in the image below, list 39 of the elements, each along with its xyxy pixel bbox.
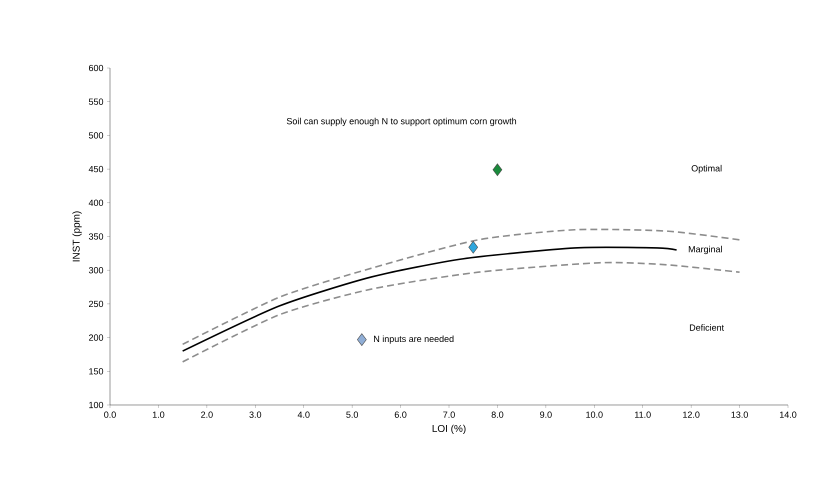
x-tick-label: 3.0 xyxy=(249,412,262,418)
x-tick-label: 11.0 xyxy=(635,412,651,418)
x-tick-label: 14.0 xyxy=(780,412,796,418)
x-tick-label: 5.0 xyxy=(346,412,358,418)
point xyxy=(492,163,502,176)
annotation: Soil can supply enough N to support optimum corn growth xyxy=(286,118,516,126)
x-tick-label: 8.0 xyxy=(492,412,504,418)
x-axis-title: LOI (%) xyxy=(432,424,466,434)
x-tick-label: 0.0 xyxy=(104,412,116,418)
line-series xyxy=(182,246,678,352)
y-axis-title: INST (ppm) xyxy=(72,211,82,262)
y-tick-label: 200 xyxy=(88,334,104,341)
annotation: N inputs are needed xyxy=(374,335,454,344)
x-tick-label: 1.0 xyxy=(152,412,164,418)
y-tick-label: 450 xyxy=(88,166,104,172)
x-tick-label: 13.0 xyxy=(732,412,748,418)
annotation: Optimal xyxy=(692,164,722,174)
annotation: Marginal xyxy=(688,246,722,254)
line-series xyxy=(182,262,740,363)
y-tick-label: 100 xyxy=(89,402,104,408)
x-tick-label: 6.0 xyxy=(394,412,406,418)
x-tick-label: 9.0 xyxy=(540,412,552,418)
y-tick-label: 300 xyxy=(88,267,104,274)
x-tick-label: 4.0 xyxy=(298,412,310,418)
x-tick-label: 10.0 xyxy=(586,412,603,418)
y-tick-label: 600 xyxy=(88,64,104,72)
line-series xyxy=(182,228,740,346)
y-tick-label: 400 xyxy=(88,200,104,206)
y-tick-label: 250 xyxy=(88,300,104,308)
y-tick-label: 350 xyxy=(88,233,104,240)
y-tick-label: 550 xyxy=(88,98,104,105)
x-tick-label: 7.0 xyxy=(443,412,455,418)
annotation: Deficient xyxy=(690,324,724,331)
y-tick-label: 500 xyxy=(88,132,104,139)
point xyxy=(357,333,367,346)
x-tick-label: 2.0 xyxy=(201,412,213,418)
x-tick-label: 12.0 xyxy=(683,412,700,418)
point xyxy=(468,241,478,254)
y-tick-label: 150 xyxy=(89,368,104,374)
